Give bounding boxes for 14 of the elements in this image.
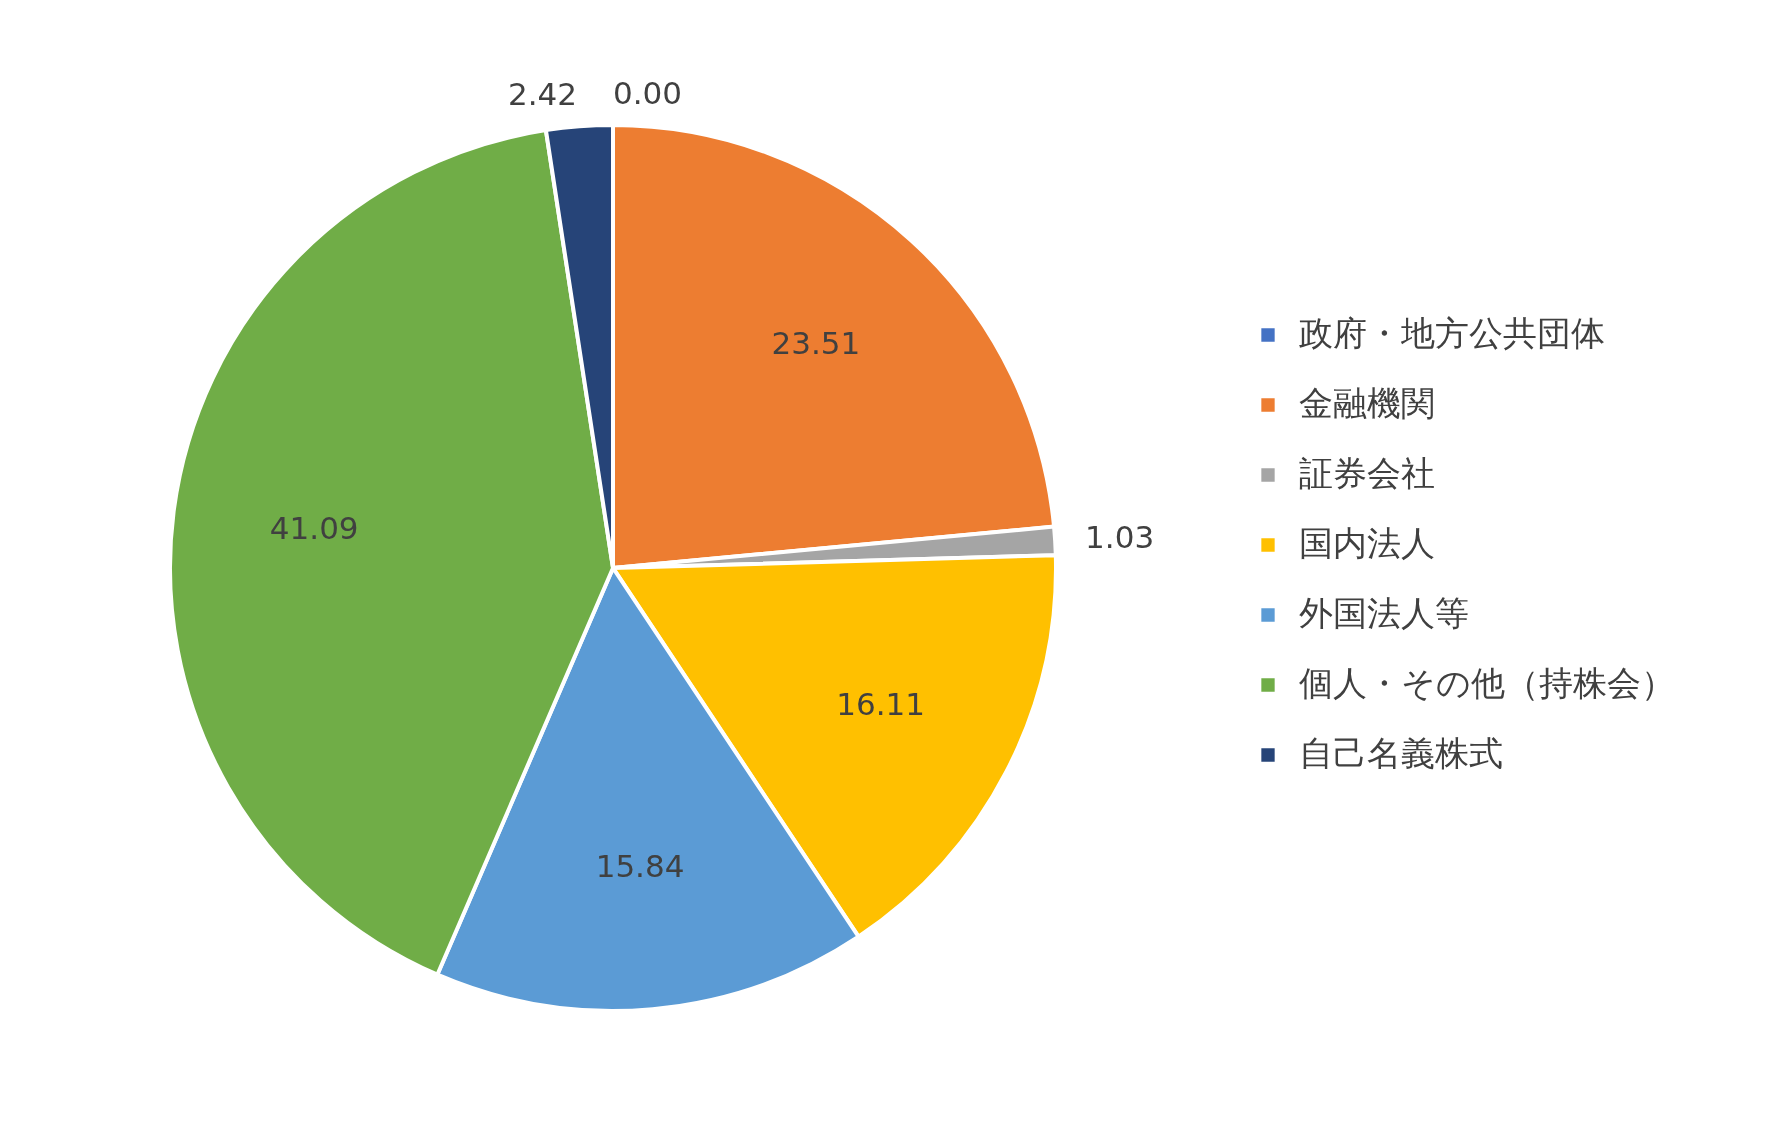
text: 0.00 — [613, 75, 683, 111]
legend-label: 自己名義株式 — [1299, 733, 1503, 773]
data-label: 23.51 — [771, 325, 861, 362]
legend-label: 個人・その他（持株会） — [1299, 663, 1675, 703]
data-label: 41.09 — [269, 509, 359, 546]
legend-label: 政府・地方公共団体 — [1299, 313, 1605, 353]
data-label: 15.84 — [595, 848, 685, 885]
data-label: 1.03 — [1085, 519, 1155, 556]
legend-label: 証券会社 — [1299, 453, 1435, 493]
legend-label: 金融機関 — [1299, 383, 1435, 423]
data-label: 2.42 — [508, 76, 578, 113]
data-label: 16.11 — [836, 686, 925, 723]
legend-label: 外国法人等 — [1299, 593, 1469, 633]
legend-label: 国内法人 — [1299, 523, 1435, 563]
